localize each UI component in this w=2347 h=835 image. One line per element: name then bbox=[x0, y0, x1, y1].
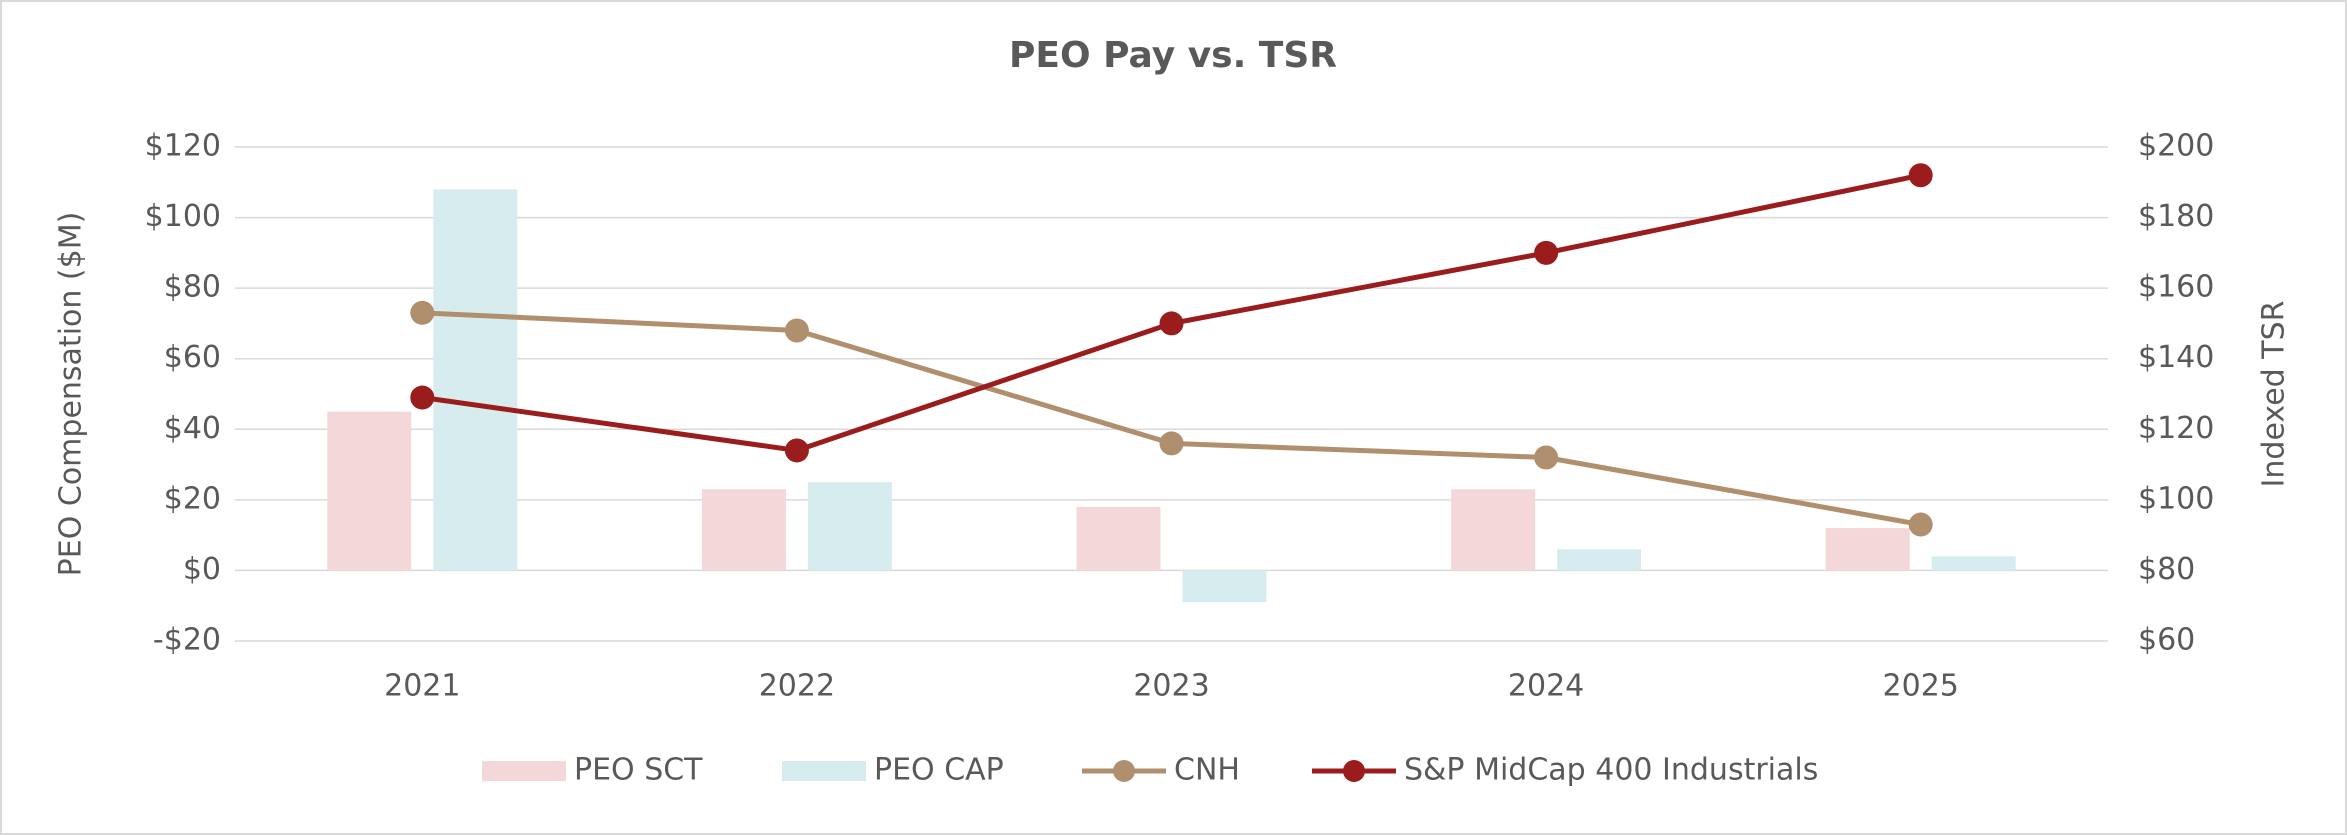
point bbox=[1908, 512, 1933, 537]
y2-tick-label: $60 bbox=[2138, 623, 2195, 658]
bar bbox=[1931, 556, 2016, 571]
y2-tick-label: $80 bbox=[2138, 552, 2195, 587]
bar bbox=[1557, 549, 1642, 571]
legend-label: S&P MidCap 400 Industrials bbox=[1404, 753, 1818, 788]
y2-tick-label: $160 bbox=[2138, 270, 2214, 305]
y-tick-label: $60 bbox=[164, 340, 221, 375]
y-tick-label: $120 bbox=[145, 129, 221, 164]
legend-swatch bbox=[1343, 760, 1365, 782]
legend-swatch bbox=[1113, 760, 1135, 782]
bar bbox=[433, 189, 518, 571]
legend-swatch bbox=[782, 761, 866, 781]
bar bbox=[1825, 528, 1910, 571]
bar bbox=[1182, 570, 1267, 603]
x-tick-label: 2022 bbox=[759, 669, 835, 704]
y-axis-label: PEO Compensation ($M) bbox=[54, 212, 89, 577]
y-tick-label: $20 bbox=[164, 481, 221, 516]
y2-tick-label: $120 bbox=[2138, 411, 2214, 446]
y2-tick-label: $180 bbox=[2138, 199, 2214, 234]
legend-label: PEO SCT bbox=[574, 753, 703, 788]
y2-axis-label: Indexed TSR bbox=[2257, 301, 2292, 488]
bar bbox=[1451, 489, 1536, 571]
x-tick-label: 2025 bbox=[1883, 669, 1959, 704]
y-tick-label: $100 bbox=[145, 199, 221, 234]
bar bbox=[807, 482, 892, 571]
legend-label: CNH bbox=[1174, 753, 1240, 788]
y-tick-label: $80 bbox=[164, 270, 221, 305]
legend-swatch bbox=[482, 761, 566, 781]
chart-title: PEO Pay vs. TSR bbox=[1009, 35, 1337, 76]
point bbox=[1908, 163, 1933, 188]
bar bbox=[1076, 506, 1161, 571]
bar bbox=[327, 411, 412, 571]
y-tick-label: $40 bbox=[164, 411, 221, 446]
point bbox=[410, 300, 435, 325]
x-tick-label: 2021 bbox=[384, 669, 460, 704]
point bbox=[1159, 311, 1184, 336]
legend-label: PEO CAP bbox=[874, 753, 1004, 788]
x-tick-label: 2024 bbox=[1508, 669, 1584, 704]
point bbox=[784, 438, 809, 463]
y2-tick-label: $200 bbox=[2138, 129, 2214, 164]
y-tick-label: -$20 bbox=[153, 623, 221, 658]
y-tick-label: $0 bbox=[183, 552, 221, 587]
y2-tick-label: $140 bbox=[2138, 340, 2214, 375]
x-tick-label: 2023 bbox=[1133, 669, 1209, 704]
point bbox=[1534, 240, 1559, 265]
point bbox=[1159, 431, 1184, 456]
bar bbox=[701, 489, 786, 571]
point bbox=[410, 385, 435, 410]
y2-tick-label: $100 bbox=[2138, 481, 2214, 516]
point bbox=[784, 318, 809, 343]
point bbox=[1534, 445, 1559, 470]
